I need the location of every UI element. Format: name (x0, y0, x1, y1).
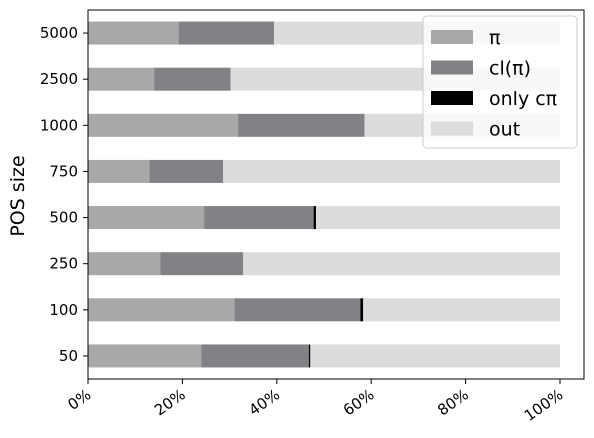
y-tick-label: 250 (49, 255, 78, 273)
legend-label: cl(π) (489, 58, 531, 80)
y-axis: 50 100 250 500 750 1000 2500 5000 (40, 24, 88, 365)
y-tick-label: 750 (49, 162, 78, 180)
bar-2500-series-0 (88, 67, 155, 91)
y-tick-label: 50 (59, 347, 78, 365)
legend-label: only cπ (489, 88, 557, 110)
bar-100-series-1 (234, 298, 361, 322)
bar-100-series-3 (363, 298, 560, 322)
bar-500-series-1 (204, 206, 314, 230)
x-tick-label: 0% (64, 386, 94, 414)
legend-swatch (431, 30, 473, 44)
y-tick-label: 2500 (40, 70, 78, 88)
bar-250-series-0 (88, 252, 161, 276)
bar-750-series-3 (222, 159, 560, 183)
bar-5000-series-1 (178, 21, 274, 45)
legend-box (422, 15, 578, 149)
x-tick-label: 20% (151, 386, 189, 420)
bar-1000-series-1 (238, 113, 365, 137)
x-tick-label: 80% (434, 386, 472, 420)
x-tick-label: 40% (245, 386, 283, 420)
y-tick-label: 1000 (40, 116, 78, 134)
bar-100-series-0 (88, 298, 235, 322)
y-tick-label: 100 (49, 301, 78, 319)
bar-500-series-0 (88, 206, 205, 230)
bar-1000-series-0 (88, 113, 239, 137)
bar-100-series-2 (360, 298, 364, 322)
x-tick-label: 100% (521, 386, 566, 425)
bar-750-series-0 (88, 159, 150, 183)
legend-swatch (431, 91, 473, 105)
bar-500-series-3 (315, 206, 560, 230)
bar-2500-series-1 (154, 67, 231, 91)
bar-750-series-1 (149, 159, 223, 183)
bar-50-series-1 (201, 344, 309, 368)
bar-50-series-3 (310, 344, 560, 368)
bar-500-series-2 (313, 206, 316, 230)
bar-5000-series-0 (88, 21, 179, 45)
plot-frame (87, 9, 585, 380)
bar-250-series-1 (160, 252, 244, 276)
y-tick-label: 500 (49, 209, 78, 227)
legend: π cl(π) only cπ out (422, 15, 578, 149)
x-tick-label: 60% (340, 386, 378, 420)
y-tick-label: 5000 (40, 24, 78, 42)
x-axis: 0% 20% 40% 60% 80% 100% (64, 379, 566, 425)
bar-50-series-2 (308, 344, 311, 368)
legend-label: π (489, 27, 500, 49)
legend-swatch (431, 121, 473, 136)
legend-label: out (489, 119, 520, 141)
y-axis-title: POS size (7, 155, 29, 236)
legend-swatch (431, 60, 473, 75)
bar-50-series-0 (88, 344, 202, 368)
bar-250-series-3 (243, 252, 560, 276)
